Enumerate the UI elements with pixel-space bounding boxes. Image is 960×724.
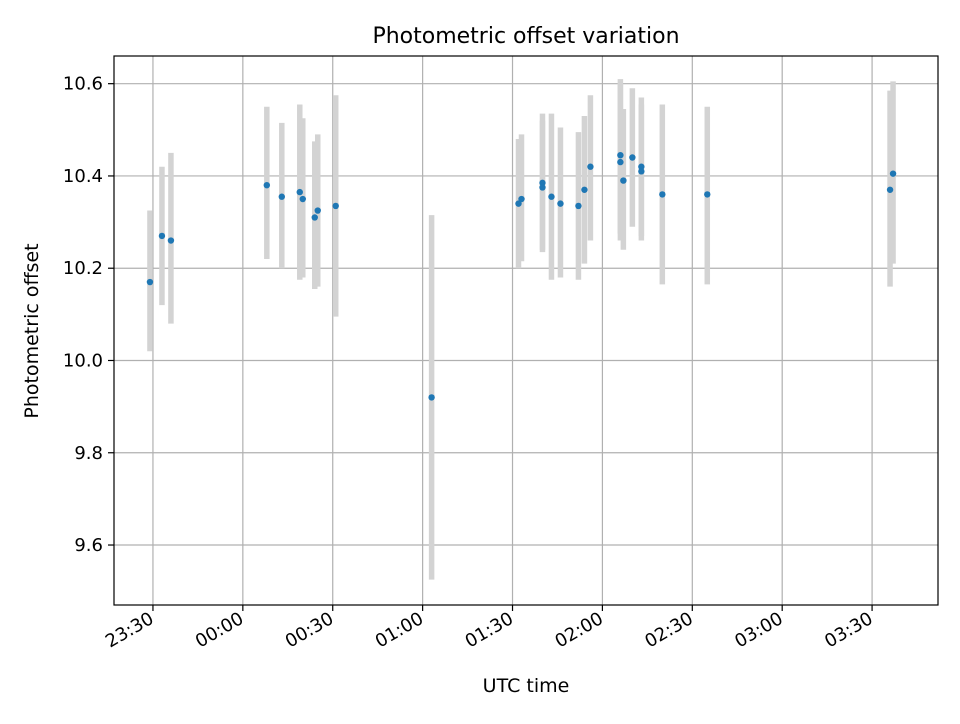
- y-axis-label: Photometric offset: [21, 243, 43, 418]
- data-point: [557, 200, 564, 207]
- gridlines: [114, 56, 938, 605]
- data-point: [146, 278, 154, 286]
- data-point: [548, 193, 555, 200]
- data-point: [629, 154, 636, 161]
- y-tick-label: 10.6: [63, 74, 103, 95]
- data-point: [638, 163, 645, 170]
- data-point: [659, 191, 666, 198]
- data-point: [886, 186, 894, 193]
- y-axis-ticks: 9.6 9.8 10.0 10.2 10.4 10.6: [63, 74, 114, 556]
- data-point: [539, 184, 546, 191]
- plot-frame: [113, 55, 939, 606]
- data-point: [428, 394, 435, 401]
- data-point: [575, 202, 582, 210]
- data-point: [587, 163, 594, 170]
- data-point: [617, 151, 624, 159]
- data-point: [620, 177, 627, 184]
- data-point: [332, 202, 339, 210]
- data-point: [704, 191, 711, 198]
- data-point: [638, 168, 645, 175]
- data-point: [617, 158, 624, 166]
- data-point: [515, 200, 522, 207]
- data-point: [158, 232, 166, 240]
- data-point: [299, 195, 306, 203]
- data-point: [167, 237, 175, 244]
- data-point: [311, 214, 318, 221]
- data-point: [518, 195, 525, 203]
- data-points: [146, 151, 897, 401]
- y-tick-label: 9.6: [74, 535, 103, 556]
- data-point: [581, 186, 588, 193]
- data-point: [296, 188, 303, 196]
- x-axis-label: UTC time: [483, 675, 570, 697]
- y-tick-label: 10.0: [63, 350, 103, 371]
- data-point: [889, 170, 897, 177]
- data-point: [539, 179, 546, 187]
- data-point: [278, 193, 285, 200]
- data-point: [314, 207, 321, 214]
- y-tick-label: 10.4: [63, 166, 103, 187]
- y-tick-label: 10.2: [63, 258, 103, 279]
- data-point: [263, 181, 271, 189]
- y-tick-label: 9.8: [74, 443, 103, 464]
- chart-title: Photometric offset variation: [372, 24, 679, 49]
